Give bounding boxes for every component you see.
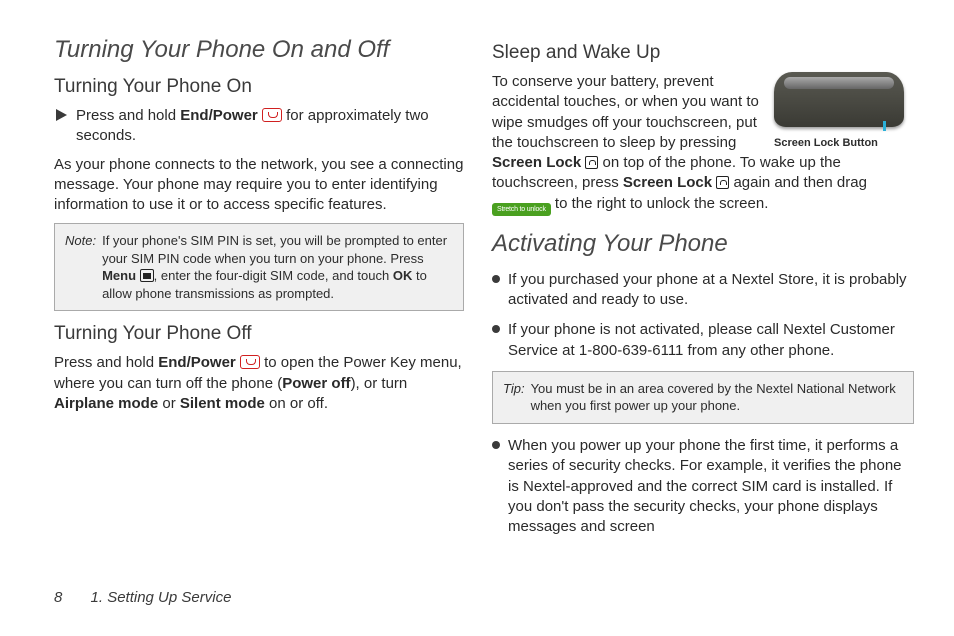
note-body: If your phone's SIM PIN is set, you will… [102, 232, 453, 302]
menu-label: Menu [102, 268, 136, 283]
left-column: Turning Your Phone On and Off Turning Yo… [54, 36, 464, 579]
heading-activating: Activating Your Phone [492, 230, 914, 258]
list-item: If you purchased your phone at a Nextel … [508, 270, 914, 311]
screen-lock-caption: Screen Lock Button [774, 137, 914, 150]
tip-label: Tip: [503, 380, 525, 415]
phone-illustration: Screen Lock Button [774, 72, 914, 150]
text: or [158, 395, 180, 412]
screen-lock-label: Screen Lock [623, 174, 712, 191]
power-icon [240, 355, 260, 369]
heading-on-off: Turning Your Phone On and Off [54, 36, 464, 64]
power-off-label: Power off [282, 375, 350, 392]
note-sim-pin: Note: If your phone's SIM PIN is set, yo… [54, 223, 464, 311]
power-icon [262, 108, 282, 122]
turn-off-paragraph: Press and hold End/Power to open the Pow… [54, 353, 464, 414]
text: To conserve your battery, prevent accide… [492, 73, 759, 151]
text: Press and hold [76, 107, 180, 124]
connecting-paragraph: As your phone connects to the network, y… [54, 155, 464, 216]
unlock-slider-icon: Stretch to unlock [492, 203, 551, 216]
activate-list: If you purchased your phone at a Nextel … [492, 270, 914, 361]
screen-lock-label: Screen Lock [492, 154, 581, 171]
note-label: Note: [65, 232, 96, 302]
step-press-power: Press and hold End/Power for approximate… [76, 106, 464, 147]
page-columns: Turning Your Phone On and Off Turning Yo… [54, 36, 914, 579]
text: Press and hold [54, 354, 158, 371]
ok-label: OK [393, 268, 413, 283]
text: again and then drag [729, 174, 867, 191]
menu-icon [140, 269, 154, 282]
heading-sleep-wake: Sleep and Wake Up [492, 42, 914, 64]
page-number: 8 [54, 589, 62, 606]
activate-list-2: When you power up your phone the first t… [492, 436, 914, 537]
lock-icon [716, 176, 729, 189]
turn-on-steps: Press and hold End/Power for approximate… [54, 106, 464, 147]
list-item: If your phone is not activated, please c… [508, 320, 914, 361]
tip-body: You must be in an area covered by the Ne… [531, 380, 903, 415]
section-title: 1. Setting Up Service [91, 589, 232, 606]
silent-mode-label: Silent mode [180, 395, 265, 412]
text: If your phone's SIM PIN is set, you will… [102, 233, 447, 266]
tip-coverage: Tip: You must be in an area covered by t… [492, 371, 914, 424]
heading-turning-on: Turning Your Phone On [54, 76, 464, 98]
text: on or off. [265, 395, 328, 412]
right-column: Sleep and Wake Up Screen Lock Button To … [492, 36, 914, 579]
end-power-label: End/Power [180, 107, 258, 124]
text: ), or turn [351, 375, 408, 392]
lock-icon [585, 156, 598, 169]
end-power-label: End/Power [158, 354, 236, 371]
page-footer: 8 1. Setting Up Service [54, 579, 914, 606]
list-item: When you power up your phone the first t… [508, 436, 914, 537]
text: to the right to unlock the screen. [551, 195, 769, 212]
airplane-mode-label: Airplane mode [54, 395, 158, 412]
text: , enter the four-digit SIM code, and tou… [154, 268, 393, 283]
phone-top-image [774, 72, 904, 127]
heading-turning-off: Turning Your Phone Off [54, 323, 464, 345]
